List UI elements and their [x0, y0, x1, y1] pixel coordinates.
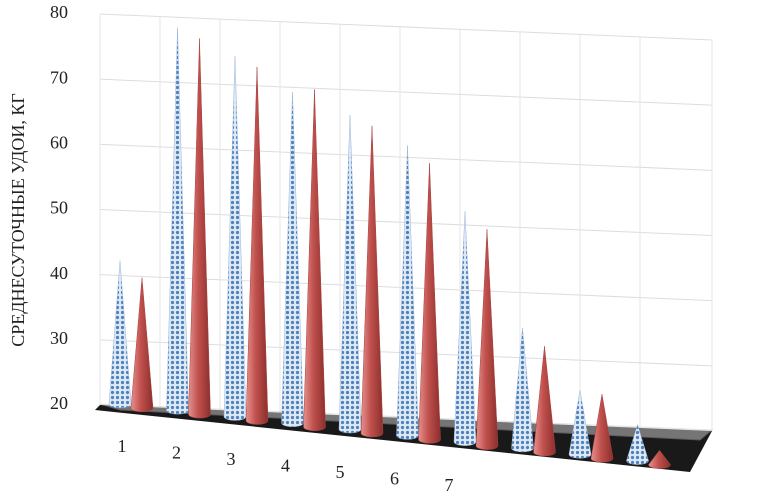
cone	[360, 125, 384, 438]
cone	[533, 346, 556, 457]
y-tick-label: 70	[50, 67, 68, 87]
y-axis-label: СРЕДНЕСУТОЧНЫЕ УДОИ, КГ	[8, 93, 28, 347]
x-tick-label: 3	[227, 449, 236, 469]
cone	[453, 211, 477, 446]
cone	[223, 56, 247, 421]
x-tick-label: 6	[390, 469, 399, 489]
grid-line	[99, 143, 713, 171]
grid-line	[99, 78, 713, 106]
cone	[418, 163, 441, 444]
y-tick-label: 50	[50, 198, 68, 218]
x-tick-label: 1	[118, 436, 127, 456]
cone	[188, 38, 211, 419]
cone	[108, 260, 132, 409]
x-tick-label: 5	[336, 462, 345, 482]
cone	[648, 449, 671, 469]
cone	[245, 66, 269, 425]
cone	[475, 229, 499, 450]
cone	[281, 92, 304, 427]
y-tick-label: 30	[50, 328, 68, 348]
x-tick-label: 4	[281, 456, 290, 476]
cone	[166, 27, 189, 415]
cone	[130, 277, 154, 413]
cone	[338, 115, 362, 434]
x-tick-label: 7	[445, 475, 454, 492]
cone	[626, 423, 649, 465]
cone	[590, 394, 614, 463]
y-tick-label: 60	[50, 132, 68, 152]
y-tick-label: 20	[50, 393, 68, 413]
cone	[568, 390, 592, 459]
grid-line	[99, 13, 713, 41]
y-tick-label: 80	[50, 2, 68, 22]
x-tick-label: 2	[172, 443, 181, 463]
cone	[511, 327, 534, 453]
cone	[303, 89, 326, 431]
y-tick-label: 40	[50, 263, 68, 283]
